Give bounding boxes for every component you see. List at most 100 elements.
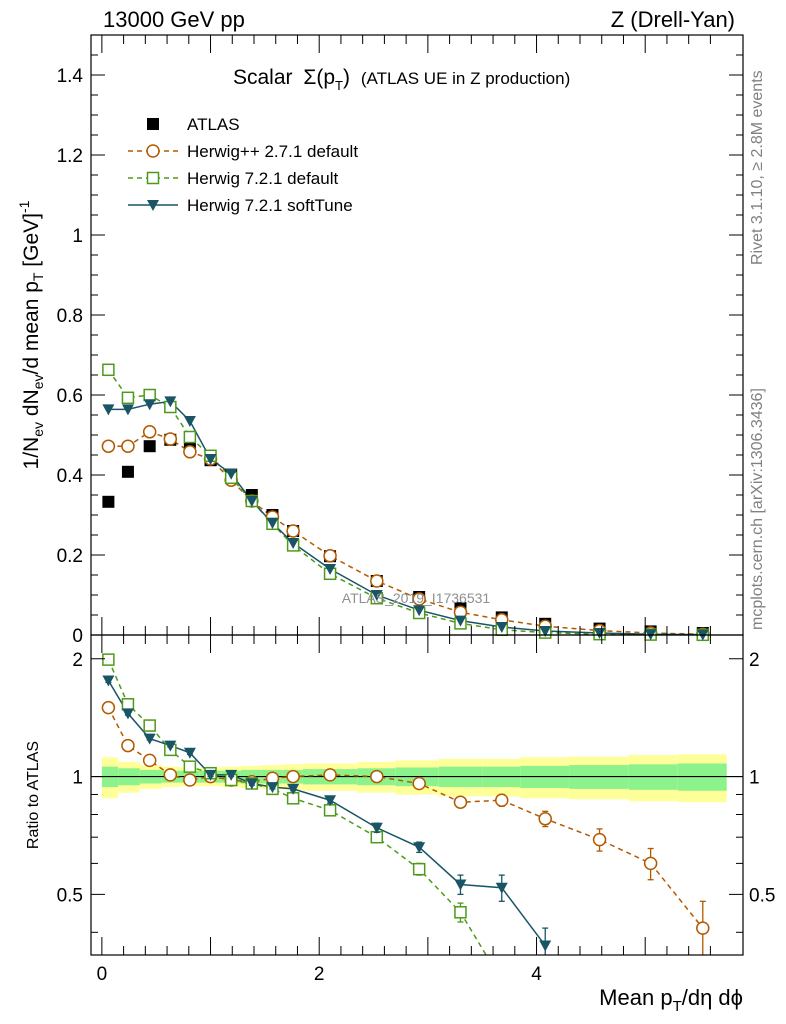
analysis-watermark: ATLAS_2019_I1736531 <box>342 590 491 606</box>
legend-entry-3: Herwig 7.2.1 softTune <box>187 196 353 215</box>
legend-marker-0 <box>147 118 159 130</box>
ratio-point-2-1 <box>121 708 134 720</box>
point-1-1 <box>121 439 135 453</box>
ratio-point-2-3 <box>164 740 177 752</box>
ratio-point-0-4 <box>183 773 197 787</box>
ratio-point-1-1 <box>121 698 135 711</box>
point-3-7 <box>245 496 258 507</box>
point-3-15 <box>539 626 552 637</box>
ratio-point-0-0 <box>101 700 116 715</box>
point-1-0 <box>101 439 116 453</box>
legend-entry-1: Herwig++ 2.7.1 default <box>187 142 358 161</box>
main-ytick-label: 0.8 <box>57 306 83 327</box>
ratio-point-1-14 <box>496 976 507 987</box>
ratio-panel-axes: 0.5 0.5 1 1 2 2 0 2 4 <box>57 634 775 985</box>
legend-entry-0: ATLAS <box>187 115 240 134</box>
ratio-point-0-10 <box>323 768 337 782</box>
ratio-ytick-label-right: 2 <box>749 650 760 671</box>
ratio-point-1-2 <box>143 719 156 732</box>
point-3-5 <box>204 454 217 465</box>
ratio-point-0-1 <box>121 738 135 753</box>
ratio-point-2-10 <box>324 795 337 807</box>
ratio-point-2-14 <box>495 882 508 894</box>
title-close: ) <box>343 66 350 89</box>
ratio-point-0-11 <box>370 769 384 784</box>
main-ytick-label: 0.4 <box>57 466 84 487</box>
title-sigma: Σ(p <box>303 66 335 89</box>
ratio-point-2-0 <box>102 675 115 687</box>
point-2-1 <box>121 391 135 405</box>
ratio-point-0-15 <box>538 812 552 826</box>
svg-text:1/Nev dNev/d mean pT [GeV]-1: 1/Nev dNev/d mean pT [GeV]-1 <box>16 200 46 469</box>
point-1-4 <box>183 445 197 459</box>
header-energy-label: 13000 GeV pp <box>103 7 245 32</box>
ratio-point-2-6 <box>225 769 238 781</box>
legend: ATLAS Herwig++ 2.7.1 default Herwig 7.2.1 … <box>128 115 358 215</box>
point-3-16 <box>593 628 606 639</box>
point-3-0 <box>102 404 115 416</box>
point-3-11 <box>370 590 383 601</box>
point-2-2 <box>143 388 156 402</box>
ratio-ytick-label-right: 1 <box>749 768 760 789</box>
ratio-point-2-4 <box>183 747 196 759</box>
ratio-point-1-13 <box>454 906 467 919</box>
point-1-11 <box>370 574 384 588</box>
ratio-ylabel: Ratio to ATLAS <box>25 741 42 849</box>
point-0-0 <box>102 495 115 508</box>
ratio-point-2-13 <box>454 879 467 891</box>
point-0-1 <box>121 465 134 478</box>
ratio-point-0-13 <box>453 795 468 809</box>
point-3-8 <box>266 518 279 529</box>
legend-marker-1 <box>146 144 160 158</box>
ratio-line-1 <box>107 659 487 955</box>
legend-marker-2 <box>146 171 160 185</box>
ratio-point-2-9 <box>287 783 300 795</box>
xtick-label: 4 <box>531 964 542 985</box>
point-3-6 <box>225 468 238 480</box>
ratio-point-1-4 <box>183 760 197 773</box>
point-3-9 <box>287 538 300 549</box>
ratio-ytick-label: 0.5 <box>57 885 83 906</box>
ratio-point-2-7 <box>245 778 258 790</box>
point-3-10 <box>324 564 337 575</box>
plot-title: Scalar Σ(pT) (ATLAS UE in Z production) <box>233 66 570 93</box>
svg-text:Mean pT/dη dϕ: Mean pT/dη dϕ <box>599 985 743 1015</box>
point-2-0 <box>102 363 115 377</box>
point-3-3 <box>164 396 177 408</box>
point-0-2 <box>143 440 156 453</box>
ratio-point-1-10 <box>323 804 337 817</box>
main-panel-axes: 0 0.2 0.4 0.6 0.8 1 1.2 1.4 <box>57 34 744 647</box>
main-ytick-label: 1.4 <box>57 66 84 87</box>
title-sub: T <box>335 78 343 93</box>
legend-entry-2: Herwig 7.2.1 default <box>187 169 338 188</box>
mcplots-label: mcplots.cern.ch [arXiv:1306.3436] <box>749 388 766 630</box>
ratio-point-0-17 <box>643 856 658 871</box>
point-2-4 <box>183 430 197 444</box>
ratio-point-0-9 <box>286 769 300 784</box>
ratio-point-2-12 <box>413 842 426 854</box>
main-ytick-label: 1 <box>72 226 83 247</box>
point-3-14 <box>495 622 508 633</box>
point-3-13 <box>454 615 467 627</box>
ratio-point-0-2 <box>142 753 157 768</box>
main-ytick-label: 0 <box>72 626 83 647</box>
ratio-ytick-label: 1 <box>72 768 83 789</box>
xtick-label: 2 <box>314 964 325 985</box>
point-3-1 <box>121 404 134 416</box>
point-3-2 <box>143 399 156 411</box>
ratio-point-0-3 <box>163 768 178 782</box>
rivet-version-label: Rivet 3.1.10, ≥ 2.8M events <box>749 70 766 265</box>
ratio-point-0-14 <box>495 793 509 807</box>
ratio-markers <box>101 653 710 987</box>
xtick-label: 0 <box>97 964 108 985</box>
main-ytick-label: 0.2 <box>57 546 83 567</box>
point-1-3 <box>163 432 178 446</box>
point-1-2 <box>142 425 157 439</box>
x-axis-label: Mean pT/dη dϕ <box>599 985 743 1015</box>
point-3-12 <box>413 605 426 617</box>
header-process-label: Z (Drell-Yan) <box>611 7 735 32</box>
ratio-ytick-label: 2 <box>72 650 83 671</box>
ratio-point-2-2 <box>143 733 156 745</box>
title-rest: (ATLAS UE in Z production) <box>361 69 570 88</box>
